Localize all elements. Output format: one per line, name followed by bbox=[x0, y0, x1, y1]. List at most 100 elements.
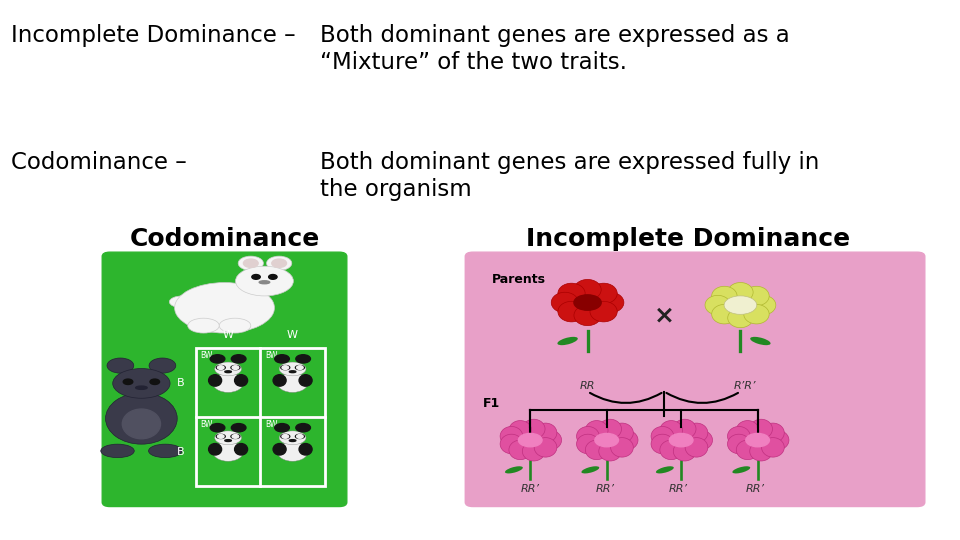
Ellipse shape bbox=[761, 423, 784, 443]
Ellipse shape bbox=[582, 466, 599, 474]
Text: Parents: Parents bbox=[492, 273, 546, 286]
Circle shape bbox=[210, 423, 225, 432]
Ellipse shape bbox=[577, 434, 599, 454]
Ellipse shape bbox=[711, 286, 737, 306]
Ellipse shape bbox=[551, 292, 579, 313]
Ellipse shape bbox=[231, 366, 240, 370]
Circle shape bbox=[275, 355, 289, 363]
Ellipse shape bbox=[574, 305, 601, 326]
Circle shape bbox=[232, 366, 239, 369]
Ellipse shape bbox=[273, 375, 286, 386]
Ellipse shape bbox=[751, 295, 776, 315]
Circle shape bbox=[231, 423, 246, 432]
Ellipse shape bbox=[509, 440, 532, 460]
Circle shape bbox=[267, 256, 292, 271]
Ellipse shape bbox=[216, 366, 226, 370]
FancyBboxPatch shape bbox=[102, 252, 347, 507]
Text: BW: BW bbox=[201, 420, 213, 429]
Ellipse shape bbox=[225, 440, 231, 442]
Ellipse shape bbox=[169, 296, 196, 308]
Ellipse shape bbox=[122, 409, 160, 438]
Ellipse shape bbox=[711, 305, 737, 324]
Circle shape bbox=[149, 358, 176, 373]
Circle shape bbox=[218, 366, 224, 369]
Circle shape bbox=[218, 435, 224, 438]
Ellipse shape bbox=[234, 375, 248, 386]
Circle shape bbox=[238, 256, 263, 271]
Ellipse shape bbox=[766, 430, 789, 450]
Ellipse shape bbox=[188, 318, 219, 333]
Ellipse shape bbox=[534, 423, 557, 443]
Circle shape bbox=[150, 379, 159, 384]
Circle shape bbox=[244, 259, 258, 267]
Ellipse shape bbox=[744, 286, 769, 306]
Ellipse shape bbox=[259, 281, 270, 284]
Ellipse shape bbox=[208, 375, 222, 386]
Circle shape bbox=[296, 355, 310, 363]
Text: RR’: RR’ bbox=[745, 484, 764, 494]
Ellipse shape bbox=[219, 318, 251, 333]
Ellipse shape bbox=[534, 437, 557, 457]
Text: RR: RR bbox=[580, 381, 595, 391]
Ellipse shape bbox=[586, 440, 608, 460]
Text: BW: BW bbox=[201, 351, 213, 360]
Ellipse shape bbox=[660, 421, 683, 440]
Ellipse shape bbox=[651, 434, 674, 454]
Circle shape bbox=[746, 434, 769, 447]
Ellipse shape bbox=[208, 443, 222, 455]
Ellipse shape bbox=[599, 442, 621, 461]
Text: BW: BW bbox=[265, 420, 277, 429]
Ellipse shape bbox=[175, 282, 275, 333]
Ellipse shape bbox=[590, 301, 617, 322]
Circle shape bbox=[269, 274, 277, 279]
Ellipse shape bbox=[522, 419, 545, 438]
Ellipse shape bbox=[574, 280, 601, 300]
Circle shape bbox=[724, 296, 756, 314]
Ellipse shape bbox=[685, 423, 708, 443]
Circle shape bbox=[282, 435, 289, 438]
Ellipse shape bbox=[615, 430, 638, 450]
Ellipse shape bbox=[761, 437, 784, 457]
Text: W: W bbox=[223, 330, 233, 340]
Circle shape bbox=[107, 358, 133, 373]
Ellipse shape bbox=[728, 427, 750, 446]
Ellipse shape bbox=[225, 371, 231, 373]
Ellipse shape bbox=[690, 430, 712, 450]
Ellipse shape bbox=[277, 442, 308, 461]
Ellipse shape bbox=[273, 443, 286, 455]
Circle shape bbox=[231, 355, 246, 363]
Ellipse shape bbox=[216, 434, 226, 438]
Text: RR’: RR’ bbox=[595, 484, 614, 494]
Ellipse shape bbox=[101, 444, 134, 457]
Ellipse shape bbox=[500, 434, 523, 454]
Ellipse shape bbox=[750, 442, 773, 461]
Ellipse shape bbox=[149, 444, 182, 457]
Circle shape bbox=[297, 366, 303, 369]
Circle shape bbox=[282, 366, 289, 369]
Ellipse shape bbox=[558, 337, 578, 345]
Ellipse shape bbox=[300, 375, 312, 386]
Text: ×: × bbox=[654, 304, 675, 328]
Circle shape bbox=[272, 259, 286, 267]
Ellipse shape bbox=[596, 292, 624, 313]
Ellipse shape bbox=[660, 440, 683, 460]
Bar bbox=[196, 348, 324, 486]
Ellipse shape bbox=[509, 421, 532, 440]
Ellipse shape bbox=[281, 366, 290, 370]
Ellipse shape bbox=[673, 442, 696, 461]
Ellipse shape bbox=[728, 308, 754, 328]
Ellipse shape bbox=[599, 419, 621, 438]
Ellipse shape bbox=[539, 430, 562, 450]
Text: Both dominant genes are expressed as a
“Mixture” of the two traits.: Both dominant genes are expressed as a “… bbox=[320, 24, 790, 74]
Ellipse shape bbox=[522, 442, 545, 461]
Ellipse shape bbox=[213, 373, 244, 393]
Ellipse shape bbox=[505, 466, 523, 474]
Ellipse shape bbox=[736, 421, 759, 440]
Ellipse shape bbox=[590, 283, 617, 303]
Ellipse shape bbox=[685, 437, 708, 457]
Circle shape bbox=[252, 274, 260, 279]
Ellipse shape bbox=[750, 419, 773, 438]
Circle shape bbox=[296, 423, 310, 432]
Ellipse shape bbox=[577, 427, 599, 446]
Circle shape bbox=[297, 435, 303, 438]
